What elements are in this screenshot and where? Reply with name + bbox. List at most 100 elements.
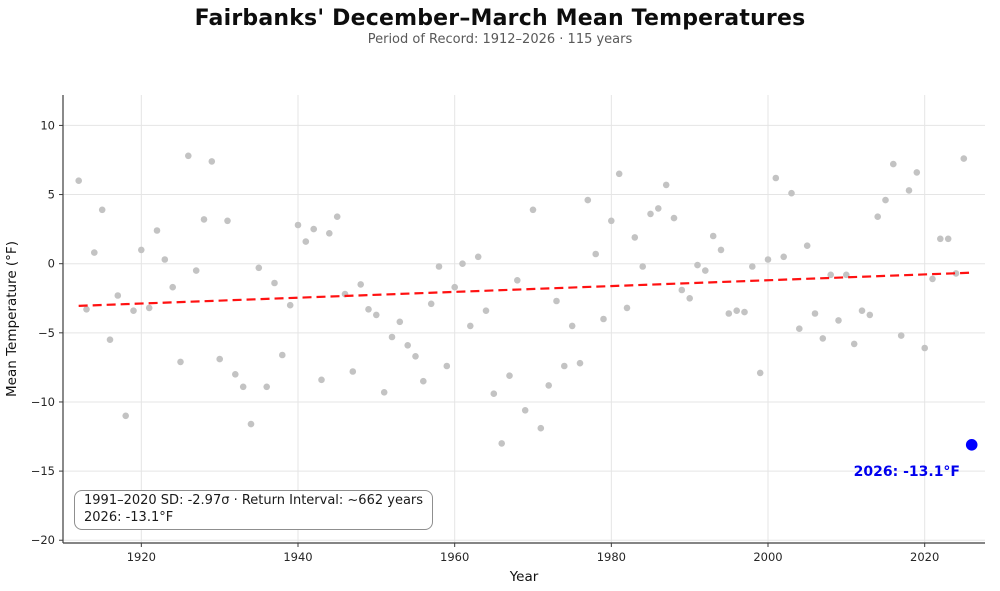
scatter-point bbox=[796, 325, 803, 333]
chart-title: Fairbanks' December–March Mean Temperatu… bbox=[194, 6, 806, 31]
scatter-point bbox=[474, 253, 482, 261]
scatter-point bbox=[702, 267, 709, 274]
scatter-point bbox=[514, 277, 521, 284]
stats-annotation-box: 1991–2020 SD: -2.97σ · Return Interval: … bbox=[74, 490, 434, 530]
x-tick-label: 2000 bbox=[753, 550, 782, 564]
scatter-point bbox=[772, 174, 780, 182]
x-tick-label: 1960 bbox=[440, 550, 469, 564]
scatter-point bbox=[694, 261, 701, 269]
scatter-point bbox=[592, 250, 599, 258]
annotation-line-sd: 1991–2020 SD: -2.97σ · Return Interval: … bbox=[84, 493, 424, 508]
scatter-point bbox=[185, 152, 192, 160]
scatter-point bbox=[247, 420, 255, 428]
scatter-point bbox=[929, 275, 936, 283]
scatter-point bbox=[639, 263, 646, 270]
scatter-point bbox=[952, 270, 960, 277]
scatter-point bbox=[874, 213, 881, 220]
scatter-point bbox=[678, 286, 686, 294]
scatter-point bbox=[576, 359, 584, 367]
scatter-point bbox=[686, 295, 693, 302]
x-tick-label: 2020 bbox=[910, 550, 939, 564]
scatter-point bbox=[177, 358, 184, 366]
y-tick-label: 10 bbox=[40, 118, 55, 132]
scatter-point bbox=[568, 322, 576, 330]
y-tick-label: 0 bbox=[48, 257, 55, 271]
scatter-point bbox=[130, 307, 137, 315]
scatter-point bbox=[882, 196, 889, 204]
scatter-point bbox=[106, 336, 114, 344]
scatter-point bbox=[788, 189, 795, 197]
scatter-point bbox=[302, 238, 310, 245]
scatter-point bbox=[279, 351, 286, 359]
trend-line bbox=[78, 271, 972, 307]
scatter-point bbox=[944, 235, 952, 243]
scatter-point bbox=[937, 235, 944, 243]
highlight-point-label: 2026: -13.1°F bbox=[853, 464, 960, 480]
scatter-point bbox=[122, 412, 129, 420]
scatter-point bbox=[843, 271, 850, 279]
scatter-point bbox=[239, 383, 247, 391]
scatter-point bbox=[537, 424, 545, 432]
scatter-point bbox=[224, 217, 231, 225]
scatter-point bbox=[811, 310, 819, 317]
scatter-point bbox=[498, 440, 506, 447]
scatter-point bbox=[521, 407, 529, 414]
scatter-point bbox=[756, 369, 764, 377]
y-tick-label: −5 bbox=[38, 326, 55, 340]
scatter-point bbox=[271, 279, 278, 287]
scatter-point bbox=[647, 210, 654, 218]
x-tick-label: 1940 bbox=[283, 550, 312, 564]
scatter-point bbox=[490, 390, 498, 398]
scatter-point bbox=[420, 377, 427, 385]
scatter-point bbox=[169, 283, 176, 291]
scatter-point bbox=[83, 306, 90, 313]
scatter-point bbox=[192, 267, 200, 274]
scatter-point bbox=[200, 216, 208, 223]
highlight-point-2026 bbox=[965, 439, 978, 451]
scatter-point bbox=[960, 155, 968, 162]
scatter-point bbox=[459, 260, 466, 268]
scatter-point bbox=[161, 256, 169, 263]
scatter-point bbox=[819, 335, 827, 342]
scatter-point bbox=[145, 304, 153, 312]
scatter-point bbox=[709, 232, 717, 240]
scatter-point bbox=[545, 382, 552, 389]
scatter-point bbox=[255, 264, 263, 272]
scatter-point bbox=[91, 249, 98, 256]
scatter-point bbox=[451, 283, 459, 291]
scatter-point bbox=[349, 368, 357, 375]
scatter-point bbox=[529, 206, 537, 214]
scatter-point bbox=[443, 362, 451, 370]
scatter-point bbox=[662, 181, 670, 189]
y-tick-label: −10 bbox=[31, 395, 55, 409]
scatter-point bbox=[435, 263, 443, 270]
annotation-line-2026: 2026: -13.1°F bbox=[84, 509, 174, 525]
scatter-point bbox=[749, 263, 756, 270]
scatter-point bbox=[427, 300, 435, 308]
scatter-point bbox=[114, 292, 122, 299]
scatter-point bbox=[286, 301, 294, 309]
scatter-point bbox=[326, 230, 333, 237]
scatter-point bbox=[318, 376, 325, 384]
scatter-point bbox=[631, 234, 639, 241]
scatter-point bbox=[98, 206, 106, 214]
scatter-point bbox=[623, 304, 631, 312]
scatter-point bbox=[850, 340, 858, 348]
scatter-point bbox=[905, 187, 913, 194]
scatter-point bbox=[717, 246, 725, 254]
scatter-point bbox=[780, 253, 787, 261]
scatter-point bbox=[866, 311, 874, 319]
scatter-point bbox=[827, 271, 834, 279]
scatter-point bbox=[655, 205, 662, 212]
scatter-point bbox=[357, 281, 365, 288]
scatter-point bbox=[741, 308, 748, 316]
scatter-point bbox=[670, 214, 678, 222]
scatter-point bbox=[333, 213, 341, 220]
scatter-point bbox=[890, 160, 897, 168]
scatter-point bbox=[897, 332, 905, 339]
scatter-point bbox=[153, 227, 161, 234]
scatter-point bbox=[373, 311, 380, 319]
scatter-point bbox=[835, 317, 842, 324]
